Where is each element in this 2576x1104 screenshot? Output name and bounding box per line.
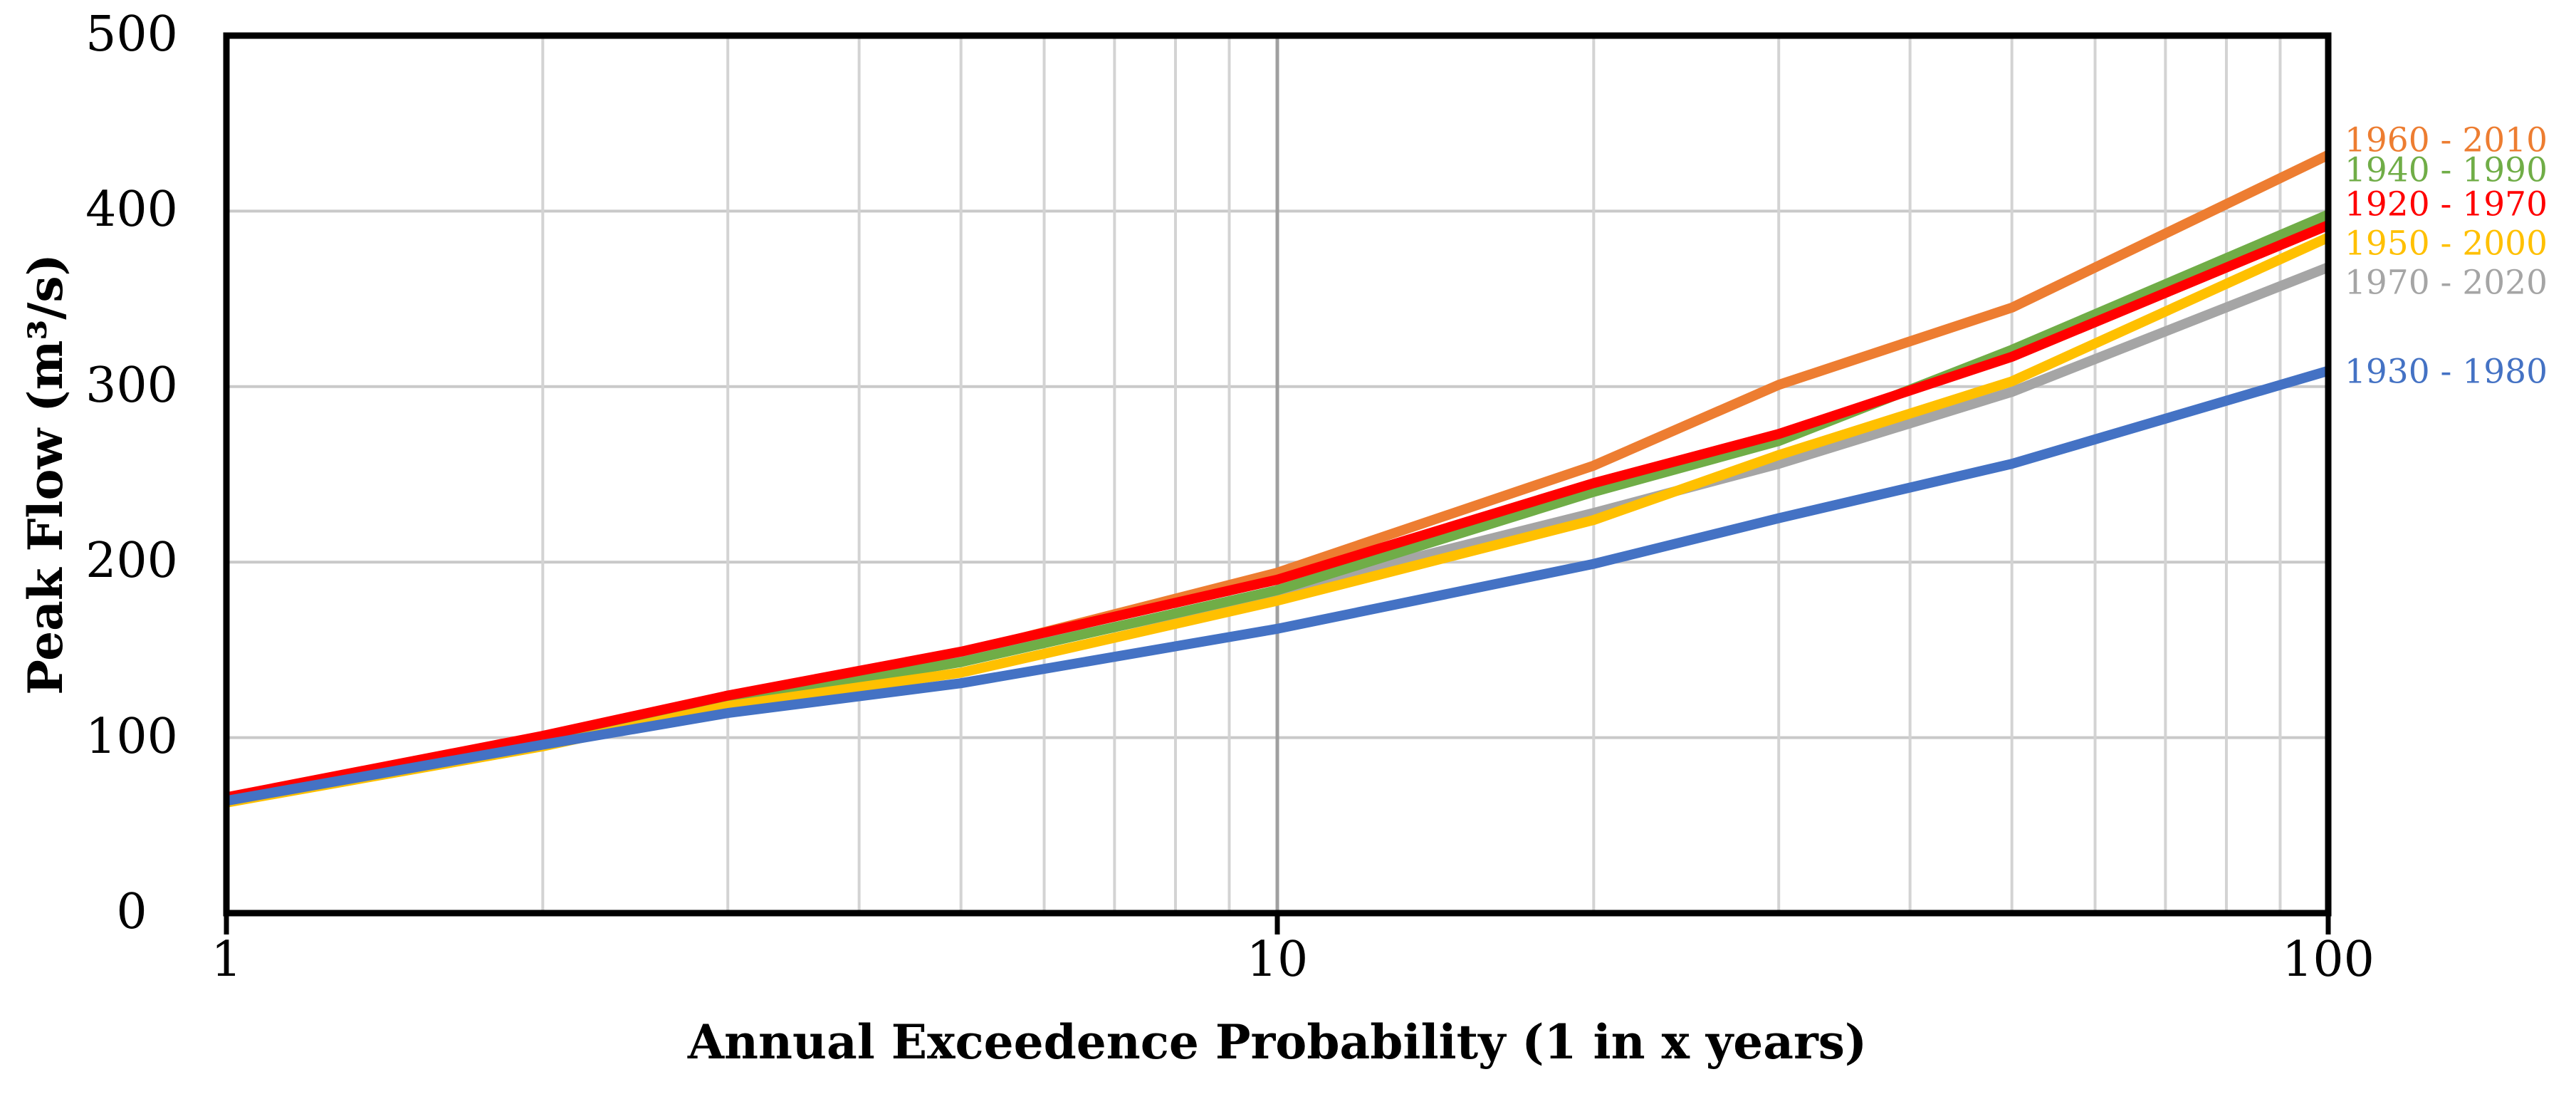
x-axis-title: Annual Exceedence Probability (1 in x ye… [687,1014,1868,1070]
y-tick-label: 200 [85,533,178,590]
x-tick-label: 10 [1246,932,1309,988]
series-line-1920-1970 [225,220,2330,803]
legend-label-1930-1980: 1930 - 1980 [2345,352,2548,392]
y-tick-label: 0 [116,883,147,940]
series-line-1930-1980 [225,365,2330,806]
x-tick-label: 1 [211,932,242,988]
legend-label-1960-2010: 1960 - 2010 [2345,120,2548,160]
y-tick-label: 100 [85,708,178,765]
legend-label-1970-2020: 1970 - 2020 [2345,263,2548,303]
x-tick-label: 100 [2282,932,2375,988]
legend-label-1920-1970: 1920 - 1970 [2345,184,2548,224]
legend-label-1950-2000: 1950 - 2000 [2345,224,2548,264]
y-axis-title: Peak Flow (m³/s) [18,254,73,695]
y-tick-label: 500 [85,6,178,63]
legend-label-1940-1990: 1940 - 1990 [2345,150,2548,190]
y-tick-label: 300 [85,357,178,414]
y-tick-label: 400 [85,182,178,239]
